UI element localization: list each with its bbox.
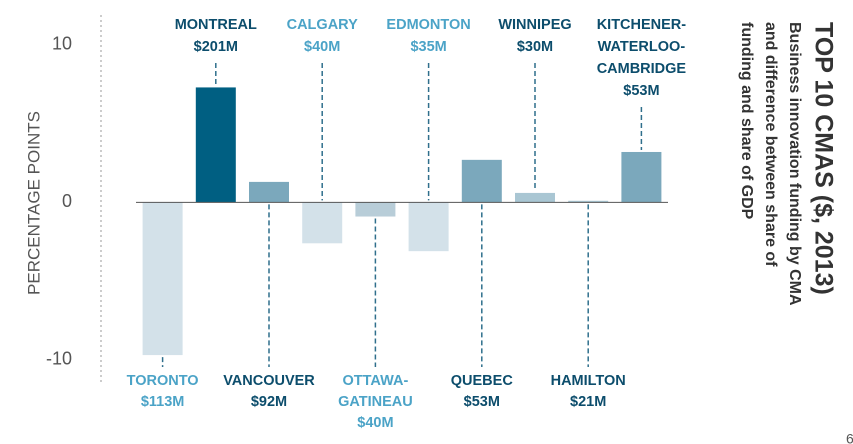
category-label: QUEBEC: [451, 373, 514, 389]
bar: [568, 200, 609, 203]
bar: [195, 87, 236, 203]
bar: [621, 151, 662, 203]
category-label: VANCOUVER: [223, 373, 315, 389]
category-label: WATERLOO-: [598, 39, 686, 55]
funding-label: $30M: [517, 39, 553, 55]
bar: [142, 202, 183, 356]
page-number: 6: [846, 431, 853, 444]
chart-title: TOP 10 CMAS ($, 2013): [809, 22, 837, 295]
bar: [249, 181, 289, 203]
category-label: OTTAWA-: [343, 373, 409, 389]
bar: [408, 202, 449, 252]
category-label: HAMILTON: [551, 373, 626, 389]
funding-label: $92M: [251, 394, 287, 410]
y-tick-label: -10: [46, 349, 72, 369]
bar: [302, 202, 343, 244]
category-label: CAMBRIDGE: [597, 61, 687, 77]
y-axis-label: PERCENTAGE POINTS: [24, 111, 43, 295]
funding-label: $53M: [464, 394, 500, 410]
y-tick-label: 10: [52, 34, 72, 54]
funding-label: $201M: [194, 39, 238, 55]
funding-label: $40M: [304, 39, 340, 55]
bar: [461, 159, 502, 203]
category-label: EDMONTON: [386, 17, 470, 33]
funding-label: $21M: [570, 394, 606, 410]
category-label: CALGARY: [287, 17, 358, 33]
funding-label: $113M: [141, 394, 185, 410]
category-label: WINNIPEG: [498, 17, 571, 33]
subtitle: and difference between share of: [762, 22, 779, 267]
category-label: GATINEAU: [338, 394, 413, 410]
category-label: KITCHENER-: [597, 17, 687, 33]
category-label: MONTREAL: [175, 17, 257, 33]
category-label: TORONTO: [127, 373, 199, 389]
funding-label: $40M: [357, 415, 393, 431]
y-tick-label: 0: [62, 191, 72, 211]
funding-label: $35M: [410, 39, 446, 55]
bar: [355, 202, 396, 217]
subtitle: Business innovation funding by CMA: [786, 22, 803, 306]
subtitle: funding and share of GDP: [738, 22, 755, 220]
bar: [515, 192, 555, 203]
funding-label: $53M: [623, 83, 659, 99]
